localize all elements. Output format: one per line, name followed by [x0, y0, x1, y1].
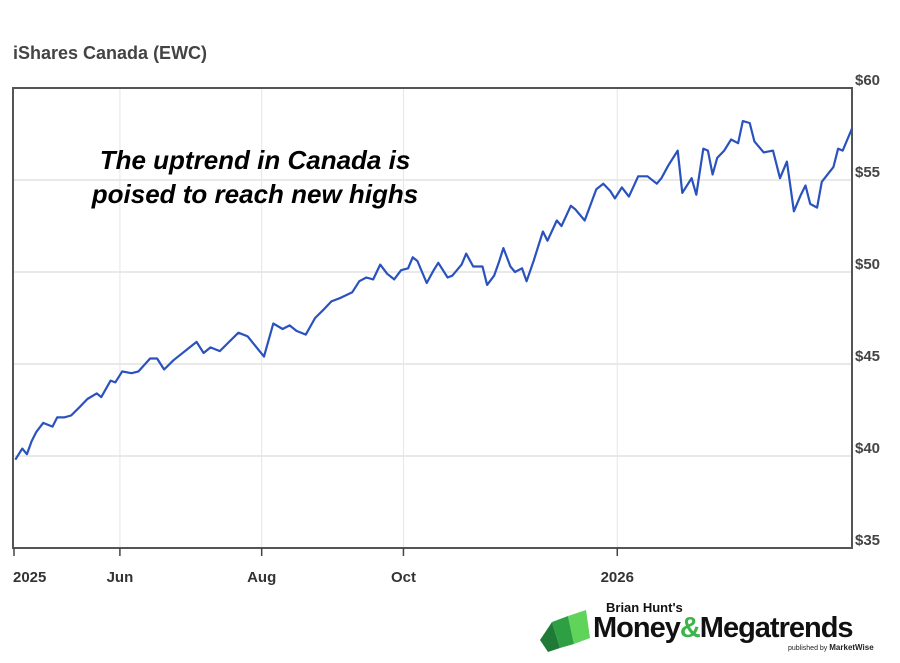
publisher-name: MarketWise — [829, 643, 874, 652]
annotation: The uptrend in Canada is poised to reach… — [40, 143, 470, 211]
x-tick-label: Aug — [247, 569, 276, 586]
y-tick-label: $60 — [855, 72, 880, 89]
x-tick-label: Oct — [391, 569, 416, 586]
price-line — [14, 120, 854, 461]
plot-frame — [12, 87, 853, 549]
y-tick-label: $45 — [855, 348, 880, 365]
annotation-line-2: poised to reach new highs — [91, 179, 419, 209]
line-chart: $60 $55 $50 $45 $40 $35 2025 Jun Aug Oct 2026 — [12, 72, 880, 586]
chart-title: iShares Canada (EWC) — [13, 43, 208, 63]
y-tick-label: $55 — [855, 164, 880, 181]
annotation-line-1: The uptrend in Canada is — [99, 145, 411, 175]
y-tick-label: $50 — [855, 256, 880, 273]
logo-prefix: Brian Hunt's — [606, 600, 683, 615]
x-axis: 2025 Jun Aug Oct 2026 — [13, 548, 634, 586]
y-tick-label: $40 — [855, 440, 880, 457]
logo-ampersand: & — [679, 612, 701, 644]
logo-name: Money&Megatrends — [593, 612, 854, 645]
published-by: published by — [788, 645, 828, 652]
logo-publisher: published by MarketWise — [788, 643, 874, 652]
x-tick-label: 2025 — [13, 569, 46, 586]
logo-name-1: Money — [593, 612, 681, 644]
brand-logo: Brian Hunt's Money&Megatrends published … — [538, 600, 888, 660]
logo-name-2: Megatrends — [699, 612, 854, 644]
x-tick-label: 2026 — [601, 569, 634, 586]
x-tick-label: Jun — [107, 569, 134, 586]
logo-mark-icon — [540, 610, 590, 652]
y-tick-label: $35 — [855, 532, 880, 549]
y-axis: $60 $55 $50 $45 $40 $35 — [855, 72, 880, 549]
